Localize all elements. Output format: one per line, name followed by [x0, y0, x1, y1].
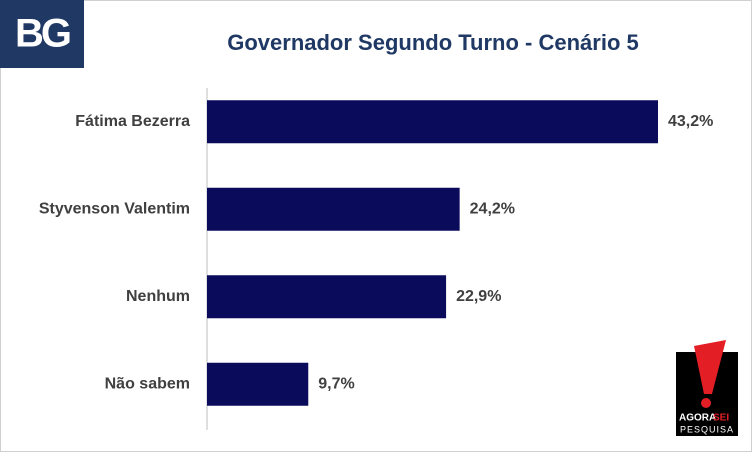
brand-text: PESQUISA: [680, 424, 734, 434]
value-label: 43,2%: [668, 113, 713, 130]
logo-box: [0, 0, 84, 68]
logo: BG: [15, 12, 70, 56]
bar: [207, 362, 309, 406]
bar: [207, 100, 659, 144]
chart-title: Governador Segundo Turno - Cenário 5: [227, 30, 639, 55]
brand-dot: [701, 398, 711, 408]
category-label: Nenhum: [126, 288, 190, 305]
category-label: Styvenson Valentim: [39, 200, 190, 217]
bar: [207, 275, 447, 319]
value-label: 24,2%: [470, 200, 515, 217]
brand-text: SEI: [713, 413, 729, 424]
bar: [207, 187, 460, 231]
brand-logo: AGORA SEI PESQUISA: [676, 340, 738, 436]
category-label: Fátima Bezerra: [75, 113, 190, 130]
value-label: 22,9%: [456, 288, 501, 305]
value-label: 9,7%: [318, 375, 354, 392]
brand-text: AGORA: [679, 413, 716, 424]
category-label: Não sabem: [105, 375, 190, 392]
brand-mark: [694, 340, 726, 394]
